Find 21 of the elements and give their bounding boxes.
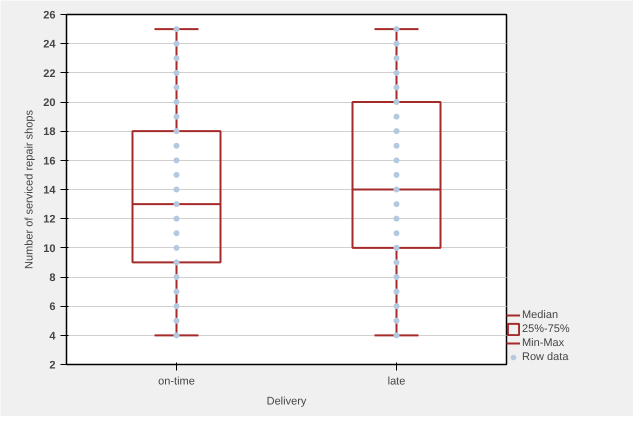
y-tick-label: 12	[43, 214, 56, 226]
y-tick-label: 18	[43, 126, 56, 138]
y-tick-label: 4	[49, 330, 56, 342]
legend-label: 25%-75%	[522, 323, 570, 335]
x-axis-title: Delivery	[266, 396, 307, 408]
y-tick-label: 10	[43, 242, 56, 255]
y-tick-label: 14	[43, 184, 56, 196]
y-tick-label: 24	[43, 38, 56, 51]
x-tick-label: late	[388, 376, 406, 388]
y-tick-label: 16	[43, 155, 56, 168]
text: Median	[522, 309, 558, 321]
text: Min-Max	[522, 337, 564, 349]
x-tick-label: on-time	[158, 376, 195, 388]
y-tick-label: 26	[43, 10, 56, 22]
y-tick-label: 22	[43, 68, 56, 80]
y-tick-label: 6	[49, 301, 56, 314]
y-tick-label: 20	[43, 97, 56, 109]
y-axis-title: Number of serviced repair shops	[23, 110, 36, 269]
legend-label: Row data	[522, 351, 568, 363]
y-tick-label: 8	[49, 272, 56, 284]
y-tick-label: 2	[49, 360, 56, 372]
